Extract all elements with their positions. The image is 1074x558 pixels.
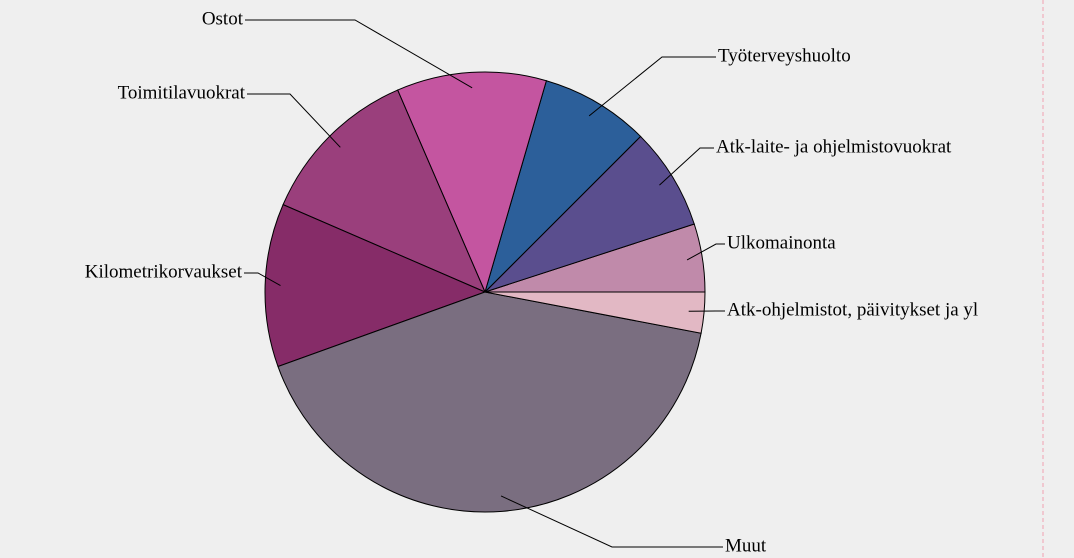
slice-label: Atk-laite- ja ohjelmistovuokrat (716, 136, 952, 157)
slice-label: Toimitilavuokrat (118, 82, 246, 103)
pie-slice (484, 80, 642, 293)
leader-line (659, 147, 714, 186)
pie-slice (484, 291, 706, 334)
slice-label: Ulkomainonta (727, 232, 836, 253)
pie-slice (264, 203, 487, 368)
slice-label: Muut (725, 535, 767, 556)
leader-line (244, 272, 281, 287)
pie-slice (396, 71, 547, 294)
leader-line (588, 56, 716, 117)
leader-line (247, 93, 341, 148)
pie-slice (277, 291, 702, 513)
leader-line (686, 243, 725, 261)
pie-slice (484, 135, 695, 293)
slice-label: Atk-ohjelmistot, päivitykset ja yl (727, 299, 978, 320)
slice-label: Ostot (202, 8, 244, 29)
slice-label: Kilometrikorvaukset (85, 261, 243, 282)
slice-label: Työterveyshuolto (718, 45, 851, 66)
leader-line (500, 495, 723, 548)
leader-line (245, 19, 473, 89)
